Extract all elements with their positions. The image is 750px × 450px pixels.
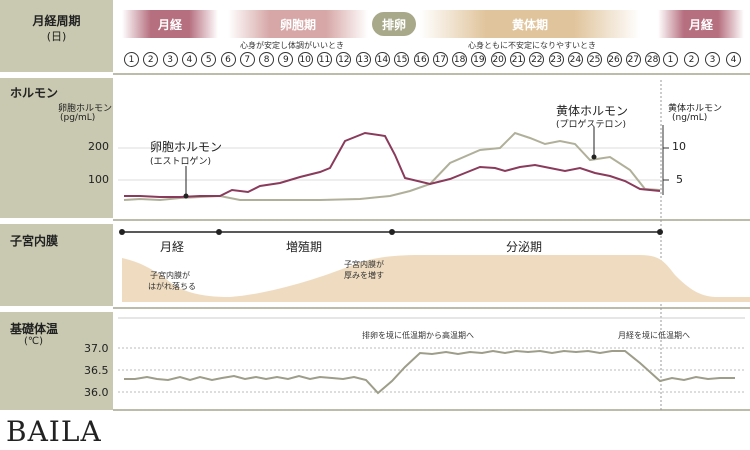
estrogen-sublabel: (エストロゲン) [150,157,212,167]
day-3: 3 [162,52,178,67]
temp-note-menstruation: 月経を境に低温期へ [618,331,690,340]
hormone-panel: ホルモン [0,78,113,218]
day-4: 4 [181,52,197,67]
day-9: 9 [278,52,294,67]
temperature-line [124,349,735,395]
progesterone-sublabel: (プロゲステロン) [556,120,627,130]
temp-unit: (℃) [24,336,44,347]
day-27: 27 [625,52,641,67]
day-16: 16 [413,52,429,67]
day-14: 14 [374,52,390,67]
lining-thickness [122,255,750,302]
day-22: 22 [529,52,545,67]
day-30: 2 [684,52,699,67]
estrogen-tick-100: 100 [88,173,109,186]
estrogen-label: 卵胞ホルモン [150,140,223,154]
phase-ovulation: 排卵 [372,12,416,36]
day-15: 15 [394,52,410,67]
timeline-dot-secretory [389,229,395,235]
lining-note-thickening-1: 子宮内膜が [344,260,384,269]
day-26: 26 [606,52,622,67]
day-17: 17 [432,52,448,67]
temp-title: 基礎体温 [10,322,59,336]
day-25: 25 [587,52,603,67]
estrogen-marker [183,193,189,199]
estrogen-axis-label: 卵胞ホルモン [58,104,113,114]
progesterone-label: 黄体ホルモン [556,104,629,118]
cycle-panel: 月経周期 (日) [0,0,113,72]
day-18: 18 [452,52,468,67]
day-1: 1 [124,52,139,67]
day-10: 10 [297,52,313,67]
day-2: 2 [143,52,159,67]
progesterone-tick-label-5: 5 [676,173,683,186]
temp-tick-36: 36.0 [84,386,109,399]
timeline-dot-end [657,229,663,235]
day-29: 1 [663,52,678,67]
lining-panel: 子宮内膜 [0,224,113,306]
day-5: 5 [201,52,217,67]
estrogen-tick-200: 200 [88,140,109,153]
cycle-title: 月経周期 [32,14,81,28]
progesterone-axis-unit: (ng/mL) [672,113,708,123]
day-19: 19 [471,52,487,67]
progesterone-tick-label-10: 10 [672,140,686,153]
baila-logo: BAILA [6,415,102,448]
day-32: 4 [726,52,741,67]
lining-note-thickening-2: 厚みを増す [344,271,384,280]
day-20: 20 [490,52,506,67]
day-6: 6 [220,52,236,67]
temp-tick-37: 37.0 [84,342,109,355]
day-21: 21 [510,52,525,67]
note-stable: 心身が安定し体調がいいとき [240,41,344,50]
hormone-title: ホルモン [10,86,59,100]
lining-note-shedding-1: 子宮内膜が [150,271,190,280]
estrogen-line [124,131,661,198]
temp-tick-365: 36.5 [84,364,109,377]
day-23: 23 [548,52,564,67]
day-12: 12 [336,52,352,67]
estrogen-axis-unit: (pg/mL) [60,113,96,123]
day-7: 7 [239,52,255,67]
day-11: 11 [317,52,332,67]
phase-follicular: 卵胞期 [228,10,368,38]
stage-proliferative: 増殖期 [286,240,323,254]
timeline-dot-start [119,229,125,235]
stage-menstrual: 月経 [160,240,185,254]
cycle-unit: (日) [46,30,67,43]
day-31: 3 [705,52,720,67]
day-28: 28 [645,52,661,67]
note-unstable: 心身ともに不安定になりやすいとき [468,41,596,50]
phase-menstrual: 月経 [122,10,218,38]
lining-title: 子宮内膜 [10,234,59,248]
progesterone-marker [591,154,597,160]
phase-menstrual-next: 月経 [658,10,744,38]
day-8: 8 [259,52,275,67]
temp-note-ovulation: 排卵を境に低温期から高温期へ [362,331,474,340]
phase-luteal: 黄体期 [420,10,640,38]
day-13: 13 [355,52,371,67]
progesterone-axis-label: 黄体ホルモン [668,104,723,114]
temp-panel: 基礎体温 (℃) [0,312,113,410]
lining-note-shedding-2: はがれ落ちる [148,282,196,291]
day-24: 24 [567,52,583,67]
stage-secretory: 分泌期 [506,240,543,254]
timeline-dot-proliferative [216,229,222,235]
